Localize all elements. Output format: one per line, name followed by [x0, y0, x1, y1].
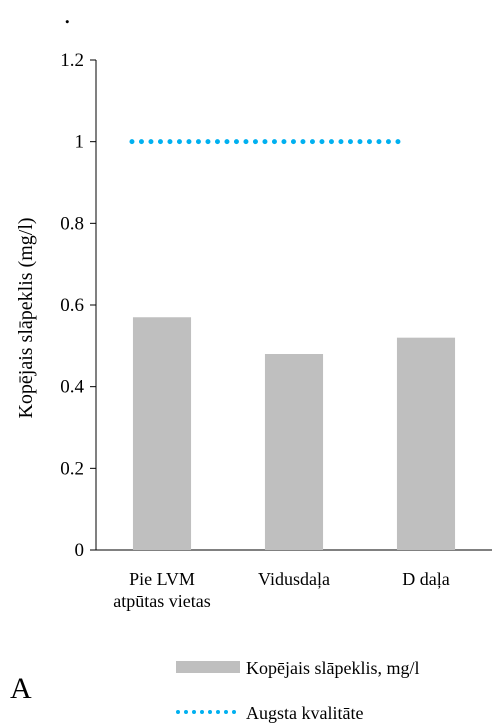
y-tick-label: 0.2: [60, 458, 84, 479]
y-tick-label: 0.6: [60, 295, 84, 316]
y-axis-title: Kopējais slāpeklis (mg/l): [15, 217, 37, 418]
bar: [264, 354, 324, 550]
y-tick-label: 1: [75, 132, 85, 153]
legend-label-line: Augsta kvalitāte: [246, 703, 363, 723]
y-tick-label: 1.2: [60, 50, 84, 71]
legend-label-bar: Kopējais slāpeklis, mg/l: [246, 658, 419, 678]
y-tick-label: 0.8: [60, 213, 84, 234]
x-tick-label: Vidusdaļa: [258, 569, 330, 589]
x-tick-label: Pie LVM atpūtas vietas: [113, 569, 210, 611]
x-tick-label: D daļa: [402, 569, 449, 589]
panel-letter: A: [10, 672, 32, 705]
bar: [396, 337, 456, 550]
tick-labels: 0 0.2 0.4 0.6 0.8 1 1.2 Pie LVM atpūtas vietas Vi…: [60, 50, 449, 611]
y-tick-label: 0: [75, 540, 85, 561]
bars: [132, 317, 456, 550]
y-tick-label: 0.4: [60, 377, 84, 398]
legend-swatch-bar: [176, 661, 240, 673]
bar: [132, 317, 192, 550]
legend: Kopējais slāpeklis, mg/l Augsta kvalitāt…: [176, 658, 419, 723]
corner-mark: .: [64, 0, 71, 29]
